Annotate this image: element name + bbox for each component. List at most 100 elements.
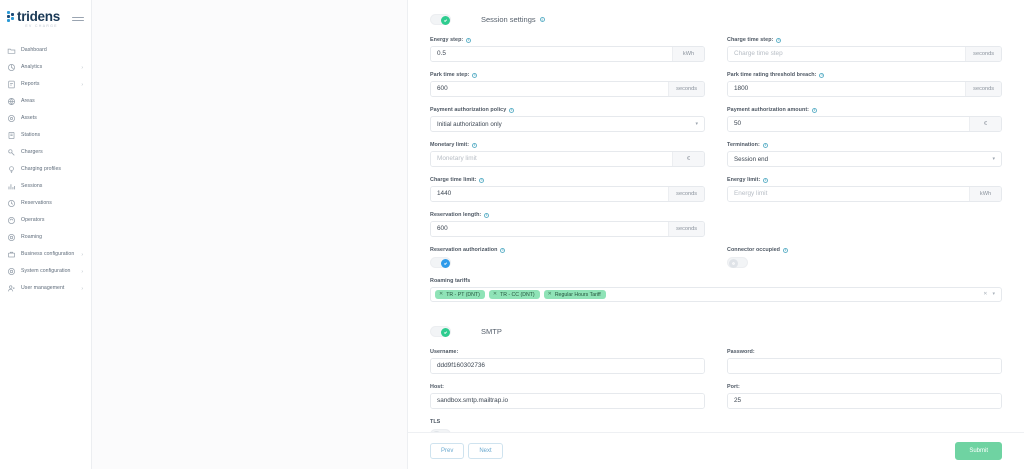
- info-icon[interactable]: i: [762, 142, 768, 148]
- sidebar-item-label: Dashboard: [21, 47, 47, 54]
- info-icon[interactable]: i: [776, 37, 782, 43]
- energy-step-input[interactable]: 0.5: [431, 47, 672, 61]
- info-icon[interactable]: i: [484, 212, 490, 218]
- roaming-tariff-chip[interactable]: ✕ TR - CC (DNT): [488, 290, 540, 299]
- connector-occupied-toggle[interactable]: [727, 257, 748, 268]
- energy-limit-input[interactable]: Energy limit: [728, 187, 969, 201]
- brand-logo[interactable]: tridens EV CHARGE: [7, 10, 60, 28]
- session-settings-toggle[interactable]: [430, 14, 451, 25]
- sidebar-item-label: Sessions: [21, 183, 43, 190]
- info-icon[interactable]: i: [466, 37, 472, 43]
- remove-chip-icon[interactable]: ✕: [547, 291, 552, 297]
- roaming-tariff-chip[interactable]: ✕ TR - PT (DNT): [435, 290, 485, 299]
- smtp-username-input-wrap[interactable]: ddd9f160302736: [430, 358, 705, 374]
- toggle-knob: [431, 430, 441, 432]
- smtp-toggle[interactable]: [430, 326, 451, 337]
- info-icon[interactable]: i: [812, 107, 818, 113]
- charge-time-limit-input[interactable]: 1440: [431, 187, 669, 201]
- hamburger-menu-icon[interactable]: [72, 17, 84, 21]
- smtp-grid: Username: ddd9f160302736 Password:: [430, 349, 1002, 432]
- chip-label: TR - PT (DNT): [446, 291, 480, 298]
- reservation-length-input[interactable]: 600: [431, 222, 669, 236]
- sidebar-item-assets[interactable]: Assets: [0, 110, 91, 127]
- smtp-host-input[interactable]: sandbox.smtp.mailtrap.io: [431, 394, 704, 408]
- chevron-down-icon[interactable]: ▾: [992, 155, 995, 162]
- clear-all-icon[interactable]: ✕: [983, 291, 988, 297]
- charging-profiles-icon: [7, 165, 16, 174]
- info-icon[interactable]: i: [763, 177, 769, 183]
- info-icon[interactable]: i: [539, 17, 545, 22]
- park-time-step-input[interactable]: 600: [431, 82, 669, 96]
- payment-authorization-policy-select[interactable]: Initial authorization only ▾: [430, 116, 705, 132]
- park-time-rating-threshold-breach-input-wrap[interactable]: 1800 seconds: [727, 81, 1002, 97]
- smtp-username-input[interactable]: ddd9f160302736: [431, 359, 704, 373]
- info-icon[interactable]: i: [783, 247, 789, 253]
- termination-select[interactable]: Session end ▾: [727, 151, 1002, 167]
- field-label: Reservation authorization i: [430, 247, 705, 253]
- roaming-tariffs-multiselect[interactable]: ✕ TR - PT (DNT) ✕ TR - CC (DNT) ✕ Regula…: [430, 287, 1002, 302]
- sidebar-item-user-management[interactable]: User management ›: [0, 280, 91, 297]
- reservation-length-input-wrap[interactable]: 600 seconds: [430, 221, 705, 237]
- info-icon[interactable]: i: [509, 107, 515, 113]
- sidebar-item-reports[interactable]: Reports ›: [0, 76, 91, 93]
- form-footer: Prev Next Submit: [408, 432, 1024, 469]
- sidebar-item-charging-profiles[interactable]: Charging profiles: [0, 161, 91, 178]
- prev-button[interactable]: Prev: [430, 443, 465, 459]
- smtp-password-input-wrap[interactable]: [727, 358, 1002, 374]
- smtp-port-input-wrap[interactable]: 25: [727, 393, 1002, 409]
- sidebar-item-dashboard[interactable]: Dashboard: [0, 42, 91, 59]
- roaming-tariff-chip[interactable]: ✕ Regular Hours Tariff: [543, 290, 606, 299]
- smtp-port-input[interactable]: 25: [728, 394, 1001, 408]
- sidebar-item-business-configuration[interactable]: Business configuration ›: [0, 246, 91, 263]
- currency-addon: €: [969, 117, 1001, 131]
- smtp-tls-toggle[interactable]: [430, 429, 451, 432]
- next-button[interactable]: Next: [468, 443, 503, 459]
- monetary-limit-input[interactable]: Monetary limit: [431, 152, 672, 166]
- settings-form-scroll[interactable]: Session settings i Energy step: i 0.5 kW: [408, 0, 1024, 432]
- reservation-authorization-toggle[interactable]: [430, 257, 451, 268]
- submit-button[interactable]: Submit: [955, 442, 1002, 460]
- payment-authorization-amount-input-wrap[interactable]: 50 €: [727, 116, 1002, 132]
- sidebar-item-analytics[interactable]: Analytics ›: [0, 59, 91, 76]
- energy-step-input-wrap[interactable]: 0.5 kWh: [430, 46, 705, 62]
- info-icon[interactable]: i: [472, 72, 478, 78]
- sidebar-item-system-configuration[interactable]: System configuration ›: [0, 263, 91, 280]
- energy-limit-input-wrap[interactable]: Energy limit kWh: [727, 186, 1002, 202]
- chevron-right-icon: ›: [81, 251, 83, 258]
- charge-time-limit-input-wrap[interactable]: 1440 seconds: [430, 186, 705, 202]
- session-settings-header: Session settings i: [430, 14, 1002, 25]
- remove-chip-icon[interactable]: ✕: [492, 291, 498, 297]
- selected-value: Session end: [734, 155, 769, 163]
- label-text: Roaming tariffs: [430, 278, 471, 284]
- field-connector-occupied: Connector occupied i: [727, 247, 1002, 268]
- charge-time-step-input[interactable]: Charge time step: [728, 47, 966, 61]
- info-icon[interactable]: i: [472, 142, 478, 148]
- monetary-limit-input-wrap[interactable]: Monetary limit €: [430, 151, 705, 167]
- field-label: Park time rating threshold breach: i: [727, 72, 1002, 78]
- chevron-down-icon[interactable]: ▾: [695, 120, 698, 127]
- sidebar-item-reservations[interactable]: Reservations: [0, 195, 91, 212]
- sidebar-item-operators[interactable]: Operators: [0, 212, 91, 229]
- sidebar-item-stations[interactable]: Stations: [0, 127, 91, 144]
- sidebar-item-roaming[interactable]: Roaming: [0, 229, 91, 246]
- sidebar-item-areas[interactable]: Areas: [0, 93, 91, 110]
- park-time-rating-threshold-breach-input[interactable]: 1800: [728, 82, 966, 96]
- chevron-down-icon[interactable]: ▾: [992, 291, 995, 297]
- reservations-icon: [7, 199, 16, 208]
- field-energy-step: Energy step: i 0.5 kWh: [430, 37, 705, 62]
- charge-time-step-input-wrap[interactable]: Charge time step seconds: [727, 46, 1002, 62]
- sidebar-item-label: System configuration: [21, 268, 71, 275]
- smtp-host-input-wrap[interactable]: sandbox.smtp.mailtrap.io: [430, 393, 705, 409]
- smtp-header: SMTP: [430, 326, 1002, 337]
- remove-chip-icon[interactable]: ✕: [439, 291, 444, 297]
- sidebar-item-sessions[interactable]: Sessions: [0, 178, 91, 195]
- info-icon[interactable]: i: [500, 247, 506, 253]
- sidebar-item-chargers[interactable]: Chargers: [0, 144, 91, 161]
- info-icon[interactable]: i: [819, 72, 825, 78]
- label-text: Payment authorization policy: [430, 107, 507, 113]
- park-time-step-input-wrap[interactable]: 600 seconds: [430, 81, 705, 97]
- info-icon[interactable]: i: [479, 177, 485, 183]
- smtp-password-input[interactable]: [728, 359, 1001, 373]
- payment-authorization-amount-input[interactable]: 50: [728, 117, 969, 131]
